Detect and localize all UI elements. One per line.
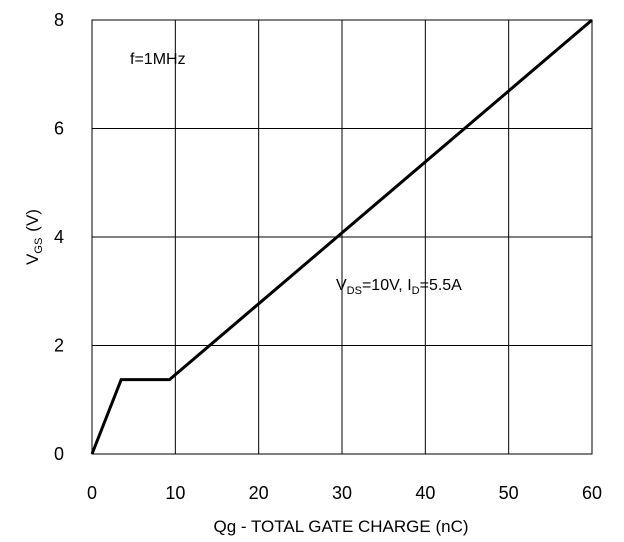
conditions-annotation: VDS=10V, ID=5.5A <box>336 277 462 297</box>
y-axis-title: VGS (V) <box>23 209 45 265</box>
y-tick-label: 0 <box>54 444 64 464</box>
y-axis-title-unit: (V) <box>23 209 42 232</box>
x-axis-title: Qg - TOTAL GATE CHARGE (nC) <box>213 517 468 536</box>
plot-frame <box>91 19 593 455</box>
y-tick-label: 2 <box>54 336 64 356</box>
y-axis-title-sub: GS <box>33 238 45 254</box>
conditions-ds-sub: DS <box>347 285 362 297</box>
x-tick-label: 50 <box>499 483 519 503</box>
y-tick-label: 4 <box>54 227 64 247</box>
vgs-series-line <box>90 18 593 455</box>
conditions-d-sub: D <box>412 285 420 297</box>
conditions-i-eq: =5.5A <box>420 277 463 294</box>
x-tick-labels: 0 10 20 30 40 50 60 <box>87 483 602 503</box>
y-tick-labels: 0 2 4 6 8 <box>54 10 64 464</box>
x-tick-label: 60 <box>582 483 602 503</box>
conditions-v: V <box>336 277 347 294</box>
svg-text:VGS(V): VGS (V) <box>23 209 45 265</box>
x-tick-label: 30 <box>332 483 352 503</box>
x-tick-label: 20 <box>249 483 269 503</box>
conditions-v-eq: =10V, I <box>362 277 412 294</box>
frequency-annotation: f=1MHz <box>130 51 186 68</box>
x-tick-label: 40 <box>415 483 435 503</box>
y-axis-title-main: V <box>23 253 42 265</box>
y-tick-label: 6 <box>54 119 64 139</box>
x-tick-label: 0 <box>87 483 97 503</box>
x-tick-label: 10 <box>165 483 185 503</box>
y-tick-label: 8 <box>54 10 64 30</box>
